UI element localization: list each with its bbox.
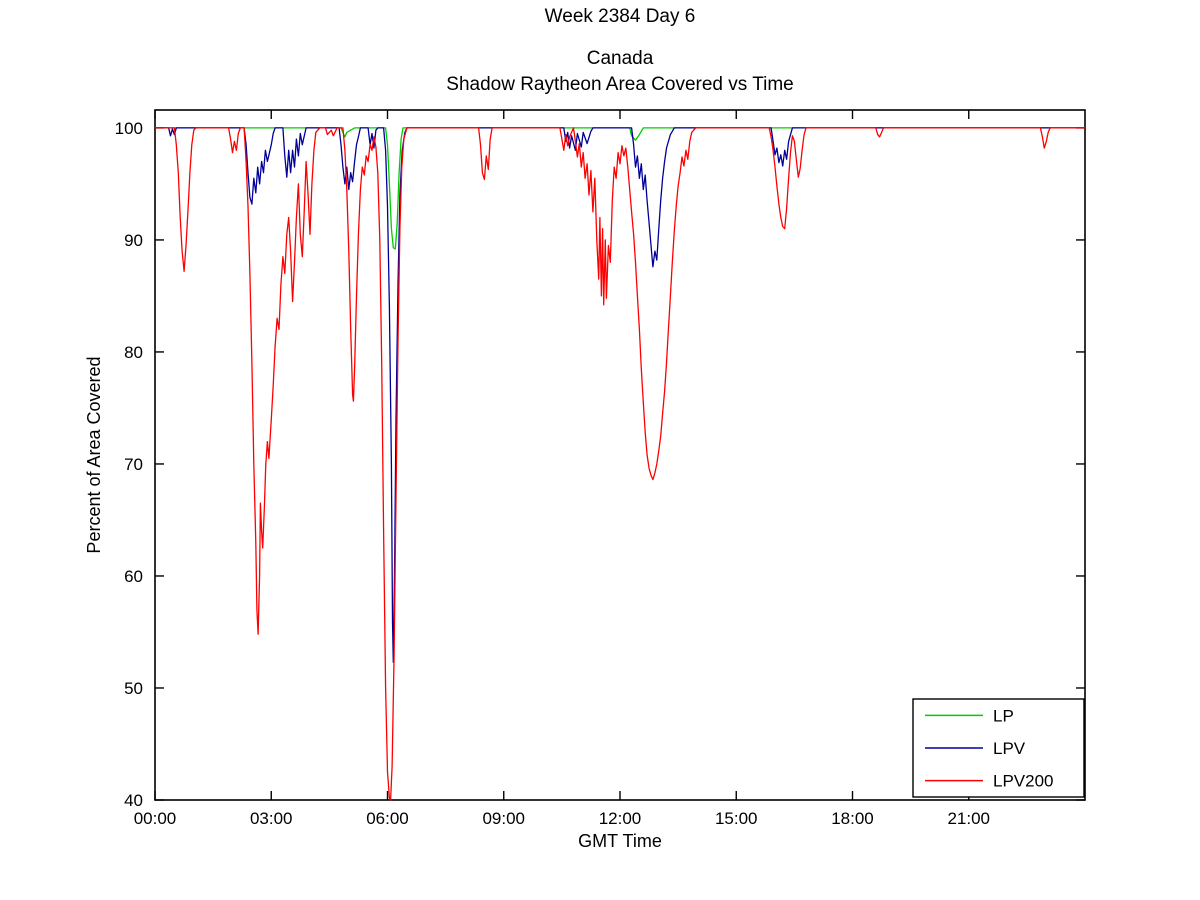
x-tick-label: 18:00 xyxy=(831,809,874,828)
series-line-LP xyxy=(155,127,1085,250)
axes-layer xyxy=(154,109,1086,801)
legend-label-LP: LP xyxy=(993,706,1014,725)
chart-subtitle: Shadow Raytheon Area Covered vs Time xyxy=(446,74,793,95)
x-tick-label: 00:00 xyxy=(134,809,177,828)
y-tick-label: 80 xyxy=(124,343,143,362)
series-line-LPV xyxy=(155,127,1085,663)
series-layer xyxy=(155,127,1085,801)
x-axis-label: GMT Time xyxy=(578,831,662,851)
chart-title: Canada xyxy=(587,48,654,69)
figure-suptitle: Week 2384 Day 6 xyxy=(545,6,696,27)
legend-label-LPV200: LPV200 xyxy=(993,772,1054,791)
x-tick-label: 21:00 xyxy=(947,809,990,828)
legend-label-LPV: LPV xyxy=(993,739,1026,758)
x-tick-label: 15:00 xyxy=(715,809,758,828)
series-line-LPV200 xyxy=(155,127,1085,801)
x-tick-label: 03:00 xyxy=(250,809,293,828)
y-tick-label: 50 xyxy=(124,679,143,698)
legend: LP LPV LPV200 xyxy=(912,698,1085,798)
x-tick-label: 06:00 xyxy=(366,809,409,828)
y-tick-label: 40 xyxy=(124,791,143,810)
tick-labels-layer: 00:00 03:00 06:00 09:00 12:00 15:00 18:00 21:00… xyxy=(115,119,990,828)
x-tick-label: 12:00 xyxy=(599,809,642,828)
axes-box xyxy=(154,109,1086,801)
y-tick-label: 70 xyxy=(124,455,143,474)
y-tick-label: 100 xyxy=(115,119,143,138)
y-tick-label: 60 xyxy=(124,567,143,586)
y-axis-label: Percent of Area Covered xyxy=(84,356,104,553)
x-tick-label: 09:00 xyxy=(482,809,525,828)
y-tick-label: 90 xyxy=(124,231,143,250)
